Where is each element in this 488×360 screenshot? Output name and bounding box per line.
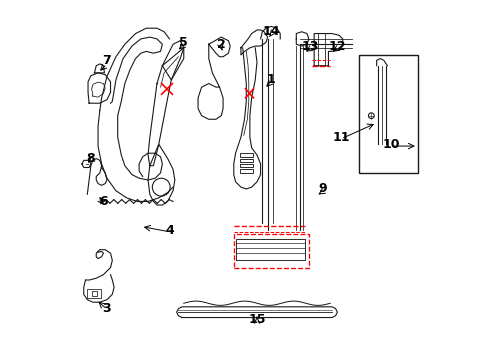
Text: 4: 4 xyxy=(165,224,174,237)
Text: 7: 7 xyxy=(102,54,111,67)
Text: 9: 9 xyxy=(318,183,327,195)
Text: 15: 15 xyxy=(248,313,265,326)
Bar xyxy=(240,153,252,157)
Text: 2: 2 xyxy=(217,38,225,51)
Text: 11: 11 xyxy=(331,131,349,144)
Bar xyxy=(86,289,101,298)
Text: 14: 14 xyxy=(262,25,280,38)
Text: 3: 3 xyxy=(102,302,111,315)
Text: 10: 10 xyxy=(382,138,399,151)
Bar xyxy=(240,158,252,162)
Bar xyxy=(358,55,417,173)
Text: 8: 8 xyxy=(86,152,95,165)
Text: 13: 13 xyxy=(301,40,319,53)
Bar xyxy=(233,234,308,267)
Bar xyxy=(240,164,252,167)
Text: 5: 5 xyxy=(179,36,188,49)
Text: 6: 6 xyxy=(99,195,107,208)
Bar xyxy=(240,169,252,173)
Text: 1: 1 xyxy=(266,73,275,86)
Bar xyxy=(92,291,97,296)
Text: 12: 12 xyxy=(328,40,346,53)
